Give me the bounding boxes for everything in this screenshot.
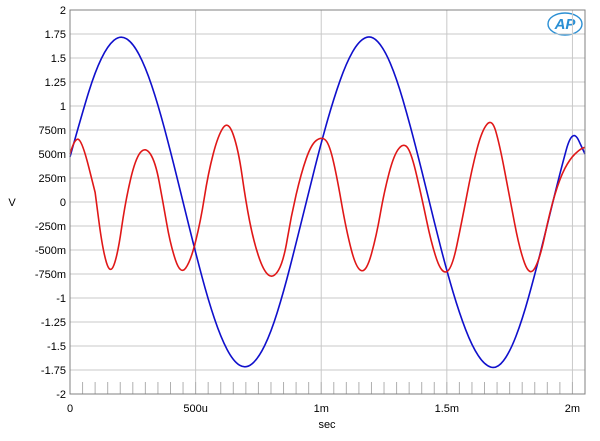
ticks: 2 1.75 1.5 1.25 1 750m 500m 250m 0 -250m -500m -750… — [35, 5, 586, 415]
logo-text: AP — [554, 16, 577, 33]
y-tick-label: -1.75 — [41, 365, 66, 377]
y-tick-label: -250m — [35, 221, 66, 233]
y-tick-label: -1.25 — [41, 317, 66, 329]
y-tick-label: 500m — [38, 149, 66, 161]
x-tick-label: 0 — [67, 403, 73, 415]
y-tick-label: 1.25 — [45, 77, 66, 89]
x-tick-label: 500u — [183, 403, 207, 415]
y-tick-label: 0 — [60, 197, 66, 209]
y-tick-label: 1.5 — [51, 53, 66, 65]
y-tick-label: -1.5 — [47, 341, 66, 353]
series-layer — [69, 36, 586, 369]
y-tick-label: -500m — [35, 245, 66, 257]
y-tick-label: 1.75 — [45, 29, 66, 41]
series-line-2 — [69, 121, 586, 277]
y-axis-label: V — [8, 197, 16, 209]
x-axis-label: sec — [318, 419, 336, 431]
y-tick-label: -2 — [56, 389, 66, 401]
logo-ellipse — [547, 12, 583, 36]
grid — [69, 9, 585, 395]
y-tick-label: 2 — [60, 5, 66, 17]
y-tick-label: -750m — [35, 269, 66, 281]
y-tick-label: 750m — [38, 125, 66, 137]
y-tick-label: 250m — [38, 173, 66, 185]
x-tick-label: 2m — [565, 403, 580, 415]
logo: AP — [547, 12, 583, 36]
plot-frame — [69, 9, 586, 395]
series-line-1 — [69, 36, 586, 369]
x-tick-label: 1m — [314, 403, 329, 415]
y-tick-label: -1 — [56, 293, 66, 305]
y-tick-label: 1 — [60, 101, 66, 113]
x-tick-label: 1.5m — [435, 403, 459, 415]
